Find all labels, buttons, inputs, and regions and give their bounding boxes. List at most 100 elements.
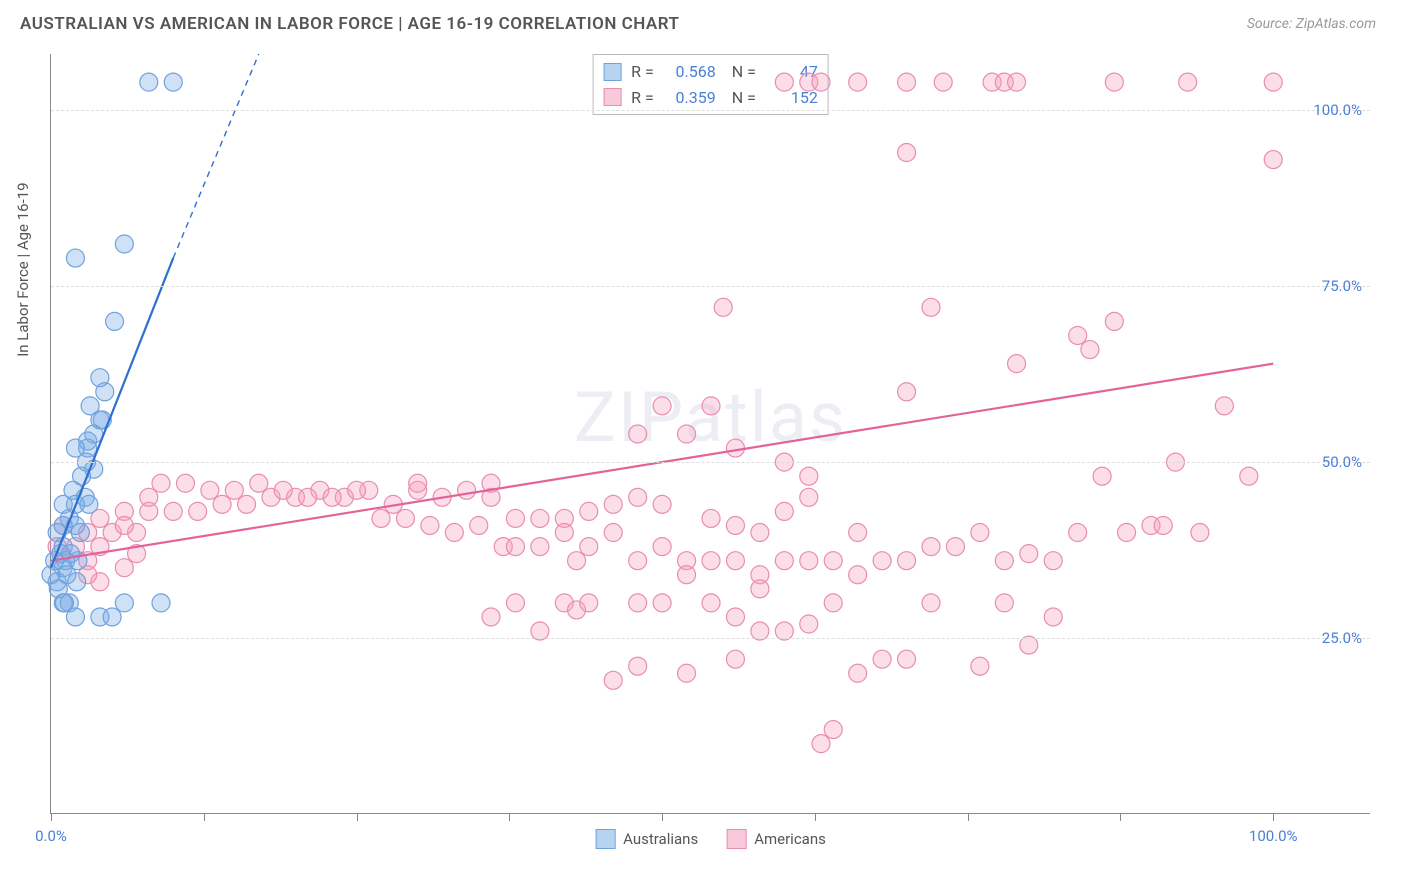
data-point: [81, 397, 99, 415]
data-point: [482, 608, 500, 626]
data-point: [971, 524, 989, 542]
data-point: [580, 538, 598, 556]
data-point: [922, 594, 940, 612]
data-point: [1105, 73, 1123, 91]
data-point: [922, 538, 940, 556]
y-tick-label: 75.0%: [1322, 277, 1362, 295]
grid-line: [51, 462, 1370, 463]
x-tick-label: 0.0%: [35, 827, 67, 845]
data-point: [299, 488, 317, 506]
data-point: [653, 495, 671, 513]
data-point: [1008, 73, 1026, 91]
data-point: [726, 516, 744, 534]
data-point: [1093, 467, 1111, 485]
data-point: [898, 650, 916, 668]
y-axis-title: In Labor Force | Age 16-19: [14, 182, 32, 356]
data-point: [323, 488, 341, 506]
data-point: [1154, 516, 1172, 534]
legend-swatch: [595, 829, 615, 849]
data-point: [751, 580, 769, 598]
data-point: [445, 524, 463, 542]
data-point: [96, 383, 114, 401]
x-tick: [1273, 813, 1274, 821]
data-point: [775, 552, 793, 570]
legend-label: Australians: [623, 830, 698, 848]
data-point: [898, 383, 916, 401]
data-point: [971, 657, 989, 675]
data-point: [873, 650, 891, 668]
data-point: [849, 566, 867, 584]
data-point: [873, 552, 891, 570]
data-point: [1081, 341, 1099, 359]
data-point: [470, 516, 488, 534]
y-tick-label: 25.0%: [1322, 629, 1362, 647]
data-point: [604, 495, 622, 513]
data-point: [531, 538, 549, 556]
data-point: [849, 524, 867, 542]
grid-line: [51, 638, 1370, 639]
data-point: [140, 73, 158, 91]
data-point: [164, 502, 182, 520]
data-point: [629, 594, 647, 612]
data-point: [580, 502, 598, 520]
data-point: [678, 425, 696, 443]
data-point: [800, 552, 818, 570]
data-point: [702, 509, 720, 527]
data-point: [714, 298, 732, 316]
data-point: [751, 524, 769, 542]
data-point: [653, 594, 671, 612]
data-point: [726, 552, 744, 570]
data-point: [1240, 467, 1258, 485]
data-point: [1008, 355, 1026, 373]
x-tick: [1120, 813, 1121, 821]
data-point: [678, 566, 696, 584]
data-point: [201, 481, 219, 499]
data-point: [812, 73, 830, 91]
data-point: [103, 608, 121, 626]
chart-container: In Labor Force | Age 16-19 ZIPatlas R =0…: [0, 44, 1406, 864]
x-tick: [51, 813, 52, 821]
data-point: [1264, 73, 1282, 91]
data-point: [152, 594, 170, 612]
data-point: [653, 397, 671, 415]
legend-item: Australians: [595, 829, 698, 849]
x-tick: [815, 813, 816, 821]
data-point: [1069, 524, 1087, 542]
data-point: [800, 467, 818, 485]
chart-title: AUSTRALIAN VS AMERICAN IN LABOR FORCE | …: [20, 14, 679, 34]
data-point: [225, 481, 243, 499]
data-point: [238, 495, 256, 513]
data-point: [775, 502, 793, 520]
data-point: [726, 439, 744, 457]
data-point: [506, 509, 524, 527]
data-point: [898, 73, 916, 91]
scatter-svg: [51, 54, 1370, 813]
data-point: [824, 721, 842, 739]
data-point: [726, 608, 744, 626]
data-point: [604, 671, 622, 689]
data-point: [140, 488, 158, 506]
data-point: [164, 73, 182, 91]
data-point: [824, 552, 842, 570]
data-point: [726, 650, 744, 668]
data-point: [702, 594, 720, 612]
y-tick-label: 100.0%: [1313, 101, 1362, 119]
data-point: [812, 735, 830, 753]
data-point: [849, 664, 867, 682]
data-point: [800, 615, 818, 633]
data-point: [604, 524, 622, 542]
data-point: [106, 312, 124, 330]
data-point: [702, 397, 720, 415]
data-point: [629, 552, 647, 570]
x-tick: [357, 813, 358, 821]
data-point: [396, 509, 414, 527]
x-tick: [662, 813, 663, 821]
data-point: [1044, 608, 1062, 626]
data-point: [1044, 552, 1062, 570]
x-tick: [968, 813, 969, 821]
data-point: [653, 538, 671, 556]
trend-line: [51, 258, 173, 568]
data-point: [824, 594, 842, 612]
x-tick-label: 100.0%: [1249, 827, 1298, 845]
data-point: [1118, 524, 1136, 542]
